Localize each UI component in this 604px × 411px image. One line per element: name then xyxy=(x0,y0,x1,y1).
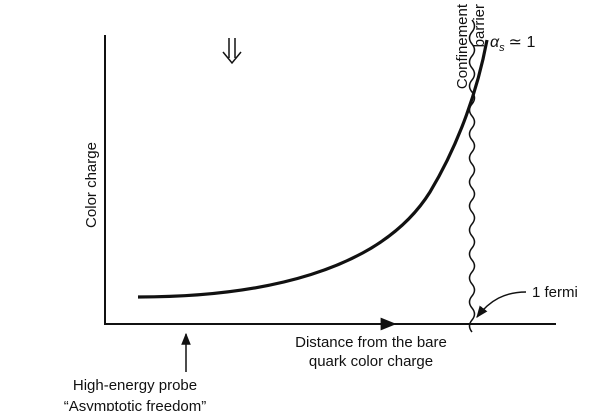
x-axis-label: quark color charge xyxy=(309,353,433,370)
coupling-symbol: α xyxy=(490,34,500,51)
down-double-arrow xyxy=(222,38,242,65)
y-axis-label: Color charge xyxy=(83,142,100,228)
probe-label: “Asymptotic freedom” xyxy=(64,398,207,411)
coupling-subscript: s xyxy=(499,42,505,54)
fermi-arrow xyxy=(476,291,527,318)
barrier-label: barrier xyxy=(471,4,488,47)
color-charge-curve xyxy=(137,39,489,299)
probe-label: High-energy probe xyxy=(73,377,197,394)
fermi-label: 1 fermi xyxy=(532,284,578,301)
x-axis-label: Distance from the bare xyxy=(295,334,447,351)
barrier-label: Confinement xyxy=(454,3,471,89)
coupling-relation: ≃ 1 xyxy=(509,34,536,51)
coupling-label: αs ≃ 1 xyxy=(490,34,535,54)
confinement-barrier-line xyxy=(468,19,476,333)
